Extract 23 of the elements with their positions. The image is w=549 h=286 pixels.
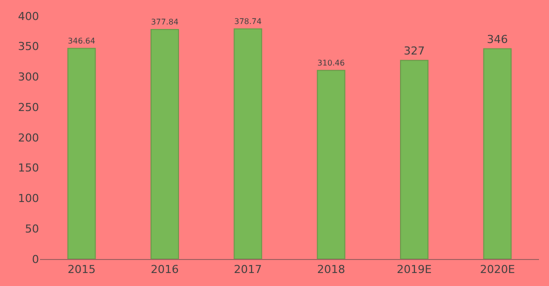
y-tick-label: 50 bbox=[25, 222, 39, 236]
y-tick-label: 100 bbox=[18, 192, 39, 206]
y-tick-label: 300 bbox=[18, 70, 39, 84]
y-tick-label: 150 bbox=[18, 162, 39, 175]
y-tick-label: 250 bbox=[18, 100, 39, 114]
data-label: 327 bbox=[404, 44, 425, 58]
y-tick-label: 200 bbox=[18, 131, 39, 144]
bar bbox=[234, 28, 262, 259]
bar bbox=[400, 60, 428, 259]
x-tick-label: 2019E bbox=[396, 263, 432, 276]
x-tick-label: 2018 bbox=[317, 263, 346, 276]
y-tick-label: 0 bbox=[32, 252, 39, 266]
bar bbox=[150, 28, 179, 259]
data-label: 346 bbox=[486, 32, 508, 46]
x-tick-label: 2015 bbox=[68, 263, 96, 276]
bar bbox=[67, 48, 96, 259]
bar bbox=[483, 48, 512, 259]
y-tick-label: 350 bbox=[18, 40, 39, 54]
x-tick-label: 2016 bbox=[150, 263, 179, 276]
y-tick-label: 400 bbox=[18, 10, 39, 23]
x-tick-label: 2020E bbox=[480, 263, 515, 276]
bar bbox=[316, 70, 346, 259]
x-tick-label: 2017 bbox=[234, 263, 262, 276]
